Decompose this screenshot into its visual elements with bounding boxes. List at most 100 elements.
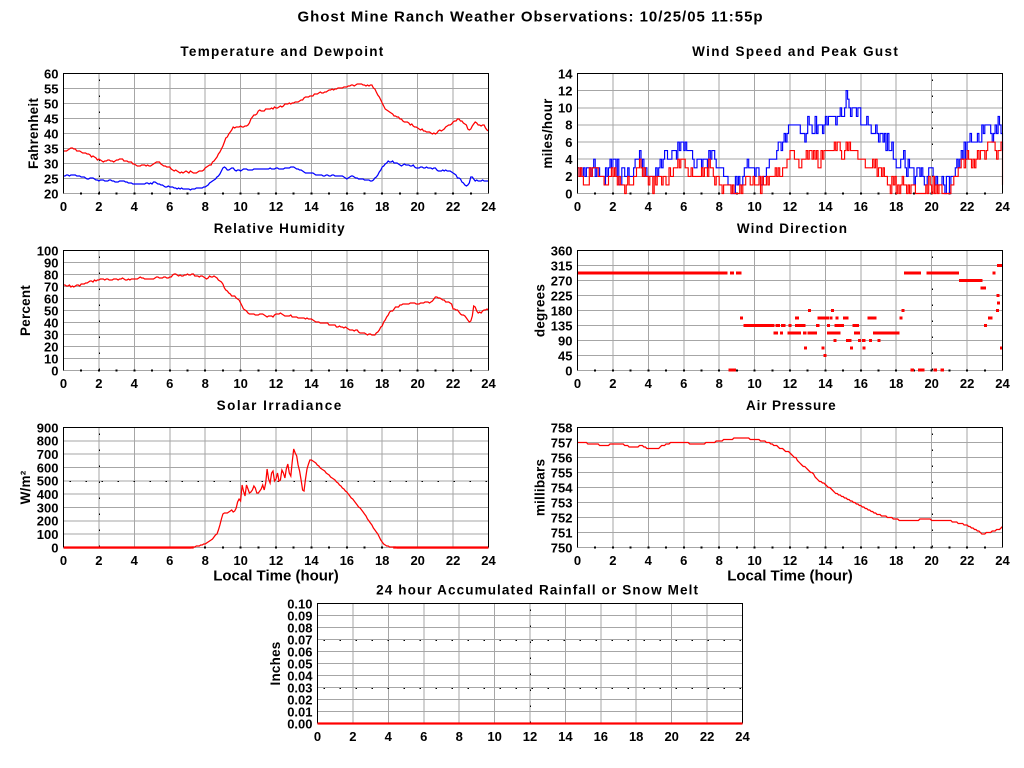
svg-text:8: 8	[716, 553, 723, 568]
svg-text:18: 18	[889, 376, 903, 391]
svg-text:24: 24	[995, 553, 1010, 568]
svg-text:755: 755	[551, 465, 573, 480]
svg-text:Wind Speed and Peak Gust: Wind Speed and Peak Gust	[692, 44, 899, 59]
svg-text:50: 50	[44, 303, 58, 318]
svg-text:12: 12	[523, 729, 537, 744]
svg-text:70: 70	[44, 279, 58, 294]
svg-text:10: 10	[747, 553, 761, 568]
svg-text:4: 4	[645, 199, 653, 214]
svg-text:16: 16	[854, 199, 868, 214]
svg-text:10: 10	[233, 376, 247, 391]
svg-text:0: 0	[565, 363, 572, 378]
svg-text:16: 16	[854, 553, 868, 568]
svg-text:22: 22	[960, 376, 974, 391]
svg-text:12: 12	[558, 83, 572, 98]
svg-text:0: 0	[574, 376, 581, 391]
svg-text:800: 800	[37, 434, 59, 449]
svg-text:0: 0	[574, 553, 581, 568]
svg-text:0.06: 0.06	[287, 644, 312, 659]
svg-text:22: 22	[446, 376, 460, 391]
svg-text:0.05: 0.05	[287, 656, 312, 671]
svg-text:24: 24	[481, 376, 496, 391]
svg-text:0: 0	[51, 363, 58, 378]
svg-text:Air Pressure: Air Pressure	[746, 398, 837, 413]
svg-text:8: 8	[565, 118, 572, 133]
svg-text:20: 20	[410, 199, 424, 214]
svg-text:16: 16	[854, 376, 868, 391]
svg-text:20: 20	[924, 553, 938, 568]
svg-text:24: 24	[995, 376, 1010, 391]
svg-text:10: 10	[44, 351, 58, 366]
svg-text:8: 8	[456, 729, 463, 744]
svg-text:14: 14	[818, 553, 833, 568]
svg-text:2: 2	[609, 376, 616, 391]
svg-text:16: 16	[340, 199, 354, 214]
svg-text:100: 100	[37, 527, 59, 542]
svg-text:16: 16	[340, 376, 354, 391]
svg-text:20: 20	[44, 186, 58, 201]
svg-text:Local Time (hour): Local Time (hour)	[727, 568, 853, 585]
svg-text:22: 22	[960, 553, 974, 568]
svg-text:24: 24	[481, 199, 496, 214]
svg-text:90: 90	[558, 333, 572, 348]
svg-text:756: 756	[551, 450, 573, 465]
svg-text:270: 270	[551, 273, 573, 288]
svg-text:45: 45	[44, 111, 58, 126]
svg-text:20: 20	[44, 339, 58, 354]
svg-text:degrees: degrees	[532, 284, 547, 337]
svg-text:10: 10	[747, 199, 761, 214]
svg-text:315: 315	[551, 258, 573, 273]
svg-text:18: 18	[375, 553, 389, 568]
svg-text:40: 40	[44, 315, 58, 330]
svg-text:Solar Irradiance: Solar Irradiance	[217, 398, 343, 413]
svg-text:14: 14	[304, 199, 319, 214]
svg-text:100: 100	[37, 243, 59, 258]
svg-text:18: 18	[629, 729, 643, 744]
svg-text:20: 20	[664, 729, 678, 744]
svg-text:6: 6	[166, 553, 173, 568]
svg-text:12: 12	[783, 199, 797, 214]
svg-text:0: 0	[60, 199, 67, 214]
svg-text:24: 24	[481, 553, 496, 568]
svg-text:2: 2	[95, 553, 102, 568]
svg-text:12: 12	[269, 376, 283, 391]
svg-text:12: 12	[783, 553, 797, 568]
svg-text:Local Time (hour): Local Time (hour)	[213, 568, 339, 585]
svg-text:18: 18	[889, 199, 903, 214]
svg-text:0: 0	[60, 553, 67, 568]
svg-text:750: 750	[551, 540, 573, 555]
svg-text:600: 600	[37, 460, 59, 475]
svg-text:Percent: Percent	[18, 285, 33, 336]
svg-text:24 hour Accumulated Rainfall o: 24 hour Accumulated Rainfall or Snow Mel…	[376, 583, 699, 598]
svg-text:8: 8	[202, 199, 209, 214]
svg-text:0.09: 0.09	[287, 608, 312, 623]
svg-text:25: 25	[44, 171, 58, 186]
svg-text:754: 754	[551, 480, 573, 495]
svg-text:14: 14	[818, 199, 833, 214]
svg-text:0.07: 0.07	[287, 632, 312, 647]
svg-text:16: 16	[340, 553, 354, 568]
svg-text:10: 10	[233, 553, 247, 568]
svg-text:6: 6	[680, 199, 687, 214]
svg-text:180: 180	[551, 303, 573, 318]
svg-text:Fahrenheit: Fahrenheit	[26, 98, 41, 169]
svg-text:6: 6	[166, 199, 173, 214]
svg-text:0: 0	[51, 540, 58, 555]
svg-text:40: 40	[44, 126, 58, 141]
svg-text:12: 12	[269, 553, 283, 568]
svg-text:8: 8	[202, 376, 209, 391]
svg-text:0.01: 0.01	[287, 704, 312, 719]
svg-text:2: 2	[609, 553, 616, 568]
svg-text:0: 0	[574, 199, 581, 214]
svg-text:Inches: Inches	[268, 642, 283, 686]
svg-text:225: 225	[551, 288, 573, 303]
svg-text:6: 6	[680, 553, 687, 568]
svg-text:20: 20	[410, 376, 424, 391]
svg-text:8: 8	[716, 376, 723, 391]
svg-text:200: 200	[37, 514, 59, 529]
svg-text:2: 2	[95, 376, 102, 391]
svg-text:55: 55	[44, 81, 58, 96]
svg-text:6: 6	[420, 729, 427, 744]
svg-text:700: 700	[37, 447, 59, 462]
svg-text:20: 20	[924, 199, 938, 214]
